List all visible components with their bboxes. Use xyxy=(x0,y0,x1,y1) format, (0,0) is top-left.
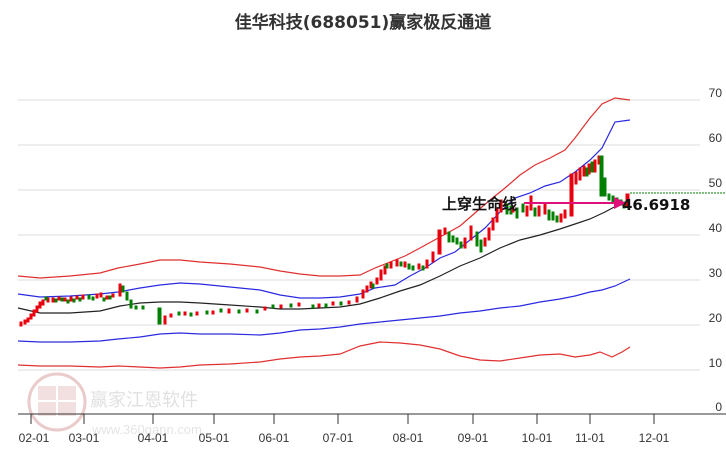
svg-text:11-01: 11-01 xyxy=(575,431,605,445)
gridlines xyxy=(18,99,700,371)
watermark-brand: 赢家江恩软件 xyxy=(90,389,198,411)
chart-title: 佳华科技(688051)赢家极反通道 xyxy=(234,13,492,33)
svg-text:10-01: 10-01 xyxy=(522,431,553,445)
watermark: 赢家江恩软件 www.360gann.com xyxy=(27,372,202,437)
svg-text:50: 50 xyxy=(709,176,723,190)
svg-text:20: 20 xyxy=(709,311,723,325)
candlesticks xyxy=(19,155,630,327)
x-axis-ticks xyxy=(30,414,655,424)
svg-text:06-01: 06-01 xyxy=(259,431,290,445)
svg-text:12-01: 12-01 xyxy=(639,431,670,445)
crossover-annotation: 上穿生命线 46.6918 xyxy=(442,195,690,214)
mid-line xyxy=(17,199,631,314)
svg-text:03-01: 03-01 xyxy=(69,431,100,445)
svg-text:04-01: 04-01 xyxy=(138,431,169,445)
svg-text:70: 70 xyxy=(709,86,723,100)
lower-outer-band xyxy=(17,341,631,369)
upper-inner-band xyxy=(17,119,631,299)
upper-outer-band xyxy=(17,97,631,279)
svg-text:40: 40 xyxy=(709,221,723,235)
svg-text:07-01: 07-01 xyxy=(323,431,354,445)
svg-text:09-01: 09-01 xyxy=(458,431,489,445)
arrow-head-icon xyxy=(614,197,626,209)
svg-text:02-01: 02-01 xyxy=(19,431,50,445)
svg-text:0: 0 xyxy=(715,400,722,414)
svg-text:10: 10 xyxy=(709,356,723,370)
annotation-label: 上穿生命线 xyxy=(442,195,517,213)
watermark-url: www.360gann.com xyxy=(91,422,202,437)
x-axis-labels: 02-01 03-01 04-01 05-01 06-01 07-01 08-0… xyxy=(19,431,670,445)
svg-text:30: 30 xyxy=(709,266,723,280)
watermark-logo-icon xyxy=(27,372,87,432)
svg-text:05-01: 05-01 xyxy=(199,431,230,445)
svg-text:08-01: 08-01 xyxy=(393,431,424,445)
svg-text:60: 60 xyxy=(709,131,723,145)
annotation-value: 46.6918 xyxy=(622,196,690,214)
y-axis-labels: 70 60 50 40 30 20 10 0 xyxy=(709,86,723,414)
lower-inner-band xyxy=(17,278,631,343)
